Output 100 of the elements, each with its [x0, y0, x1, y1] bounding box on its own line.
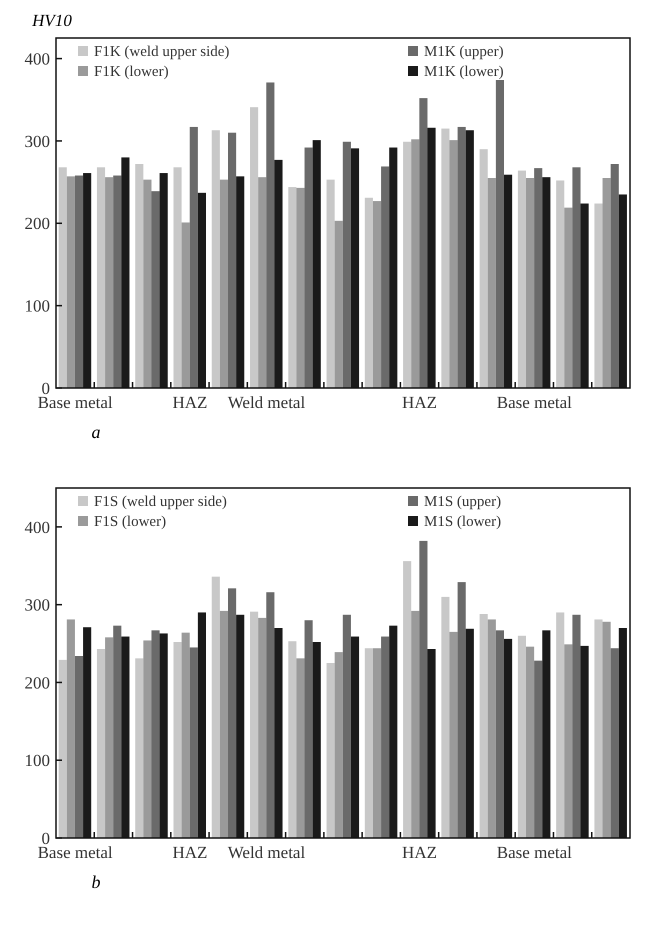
bar [419, 98, 428, 388]
bar [105, 637, 114, 838]
legend-label: M1K (lower) [424, 64, 504, 80]
bar [212, 130, 220, 388]
bar [572, 167, 581, 388]
bar [304, 148, 313, 388]
bar [526, 178, 534, 388]
bar [381, 166, 390, 388]
bar [58, 167, 67, 388]
bar [304, 620, 313, 838]
bar [74, 656, 84, 838]
y-tick-label: 300 [24, 132, 50, 151]
bar [496, 630, 504, 838]
bar [381, 636, 390, 838]
bar [364, 648, 373, 838]
bar [372, 648, 382, 838]
legend-label: M1S (upper) [424, 494, 502, 510]
x-tick-label: HAZ [172, 843, 208, 862]
bar [105, 177, 114, 388]
legend-label: F1S (weld upper side) [94, 494, 227, 510]
bar [602, 178, 611, 388]
bar [135, 164, 144, 388]
bar [96, 167, 106, 388]
bar [602, 622, 611, 838]
bar [534, 168, 542, 388]
bar [296, 658, 305, 838]
bar [526, 646, 534, 838]
y-tick-label: 400 [24, 518, 50, 537]
bar [488, 178, 496, 388]
bar [610, 164, 619, 388]
x-tick-label: Weld metal [228, 843, 306, 862]
bar [190, 647, 198, 838]
bar [594, 204, 603, 388]
bar [228, 132, 236, 388]
bar [403, 561, 412, 838]
bar [66, 176, 75, 388]
x-tick-label: Base metal [496, 843, 572, 862]
x-tick-label: HAZ [172, 393, 208, 412]
bar [610, 648, 619, 838]
bar [556, 180, 564, 388]
bar [411, 610, 420, 838]
x-tick-label: Weld metal [228, 393, 306, 412]
bar [342, 614, 351, 838]
legend-label: F1K (weld upper side) [94, 44, 230, 60]
bar [135, 658, 144, 838]
bar [411, 139, 420, 388]
bar [480, 149, 488, 388]
y-tick-label: 200 [24, 673, 50, 692]
bar [572, 614, 581, 838]
bar [74, 176, 84, 388]
bar [113, 176, 122, 388]
bar [143, 640, 152, 838]
legend-label: M1K (upper) [424, 44, 504, 60]
bar [151, 191, 160, 388]
bar [364, 198, 373, 388]
legend-label: F1S (lower) [94, 514, 166, 530]
bar [449, 632, 458, 838]
bar [151, 630, 160, 838]
bar [441, 128, 450, 388]
legend-label: F1K (lower) [94, 64, 169, 80]
bar [173, 642, 182, 838]
y-tick-label: 100 [24, 751, 50, 770]
bar [258, 618, 266, 838]
bar [594, 619, 603, 838]
text: a [92, 422, 100, 442]
bar [182, 632, 190, 838]
bar [190, 126, 198, 388]
bar [96, 649, 106, 838]
y-tick-label: 100 [24, 296, 50, 316]
legend-label: M1S (lower) [424, 514, 502, 530]
bar [173, 167, 182, 388]
y-axis-title: HV10 [31, 11, 72, 30]
bar [342, 142, 351, 388]
bar [66, 619, 75, 838]
bar [480, 614, 488, 838]
bar [250, 612, 258, 838]
bar [326, 663, 335, 838]
bar [296, 188, 305, 388]
bar [403, 142, 412, 388]
bar [266, 592, 274, 838]
bar [113, 626, 122, 838]
bar [518, 636, 526, 838]
y-tick-label: 400 [24, 50, 50, 69]
bar [458, 582, 466, 838]
bar [182, 222, 190, 388]
bar [326, 180, 335, 388]
bar [143, 180, 152, 388]
bar [564, 208, 572, 388]
bar [488, 619, 496, 838]
bar [250, 107, 258, 388]
x-tick-label: HAZ [402, 843, 438, 862]
bar [458, 126, 466, 388]
bar [288, 641, 296, 838]
x-tick-label: HAZ [402, 393, 438, 412]
bar [212, 576, 220, 838]
bar [449, 140, 458, 388]
bar [58, 660, 67, 838]
bar [496, 80, 504, 388]
bar [441, 596, 450, 838]
bar [334, 652, 343, 838]
